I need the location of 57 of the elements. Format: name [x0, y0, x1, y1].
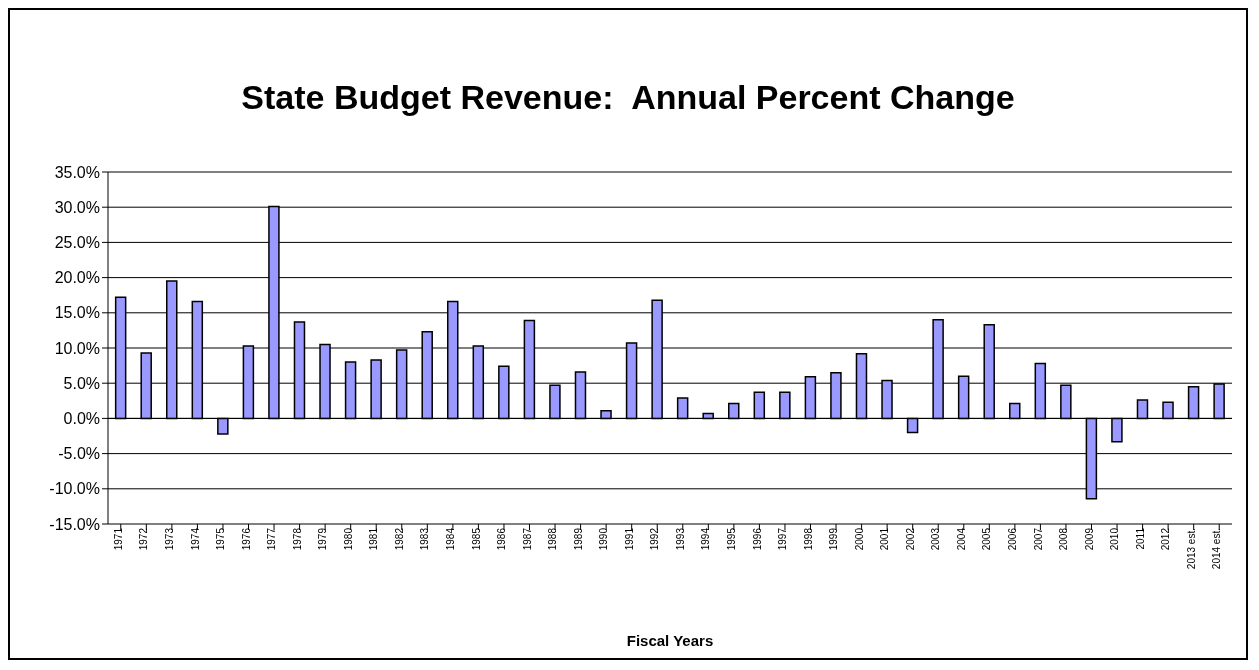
- y-tick-label: -15.0%: [49, 515, 100, 533]
- x-tick-label: 2000: [853, 527, 865, 551]
- x-tick-label: 1971: [112, 527, 124, 551]
- x-tick-label: 2001: [879, 527, 891, 551]
- x-tick-label: 2005: [981, 527, 993, 551]
- x-tick-label: 2014 est.: [1211, 528, 1223, 570]
- x-tick-label: 1991: [623, 527, 635, 551]
- y-tick-label: 0.0%: [63, 410, 100, 428]
- x-tick-label: 2009: [1083, 527, 1095, 551]
- chart-title: State Budget Revenue: Annual Percent Change: [240, 78, 1016, 117]
- x-tick-label: 1976: [240, 527, 252, 551]
- x-tick-label: 1998: [802, 527, 814, 551]
- x-tick-label: 1985: [470, 527, 482, 551]
- x-tick-label: 1997: [777, 527, 789, 551]
- y-tick-label: 5.0%: [63, 374, 100, 392]
- x-tick-label: 1978: [291, 527, 303, 551]
- y-tick-label: 30.0%: [54, 198, 100, 216]
- x-tick-label: 2006: [1006, 527, 1018, 551]
- x-tick-label: 1988: [547, 527, 559, 551]
- y-tick-label: -5.0%: [58, 445, 100, 463]
- x-tick-label: 1972: [138, 527, 150, 551]
- x-tick-label: 2011: [1134, 527, 1146, 550]
- x-tick-label: 1979: [317, 527, 329, 551]
- x-tick-label: 1984: [444, 527, 456, 551]
- x-tick-label: 2003: [930, 527, 942, 551]
- x-tick-label: 1982: [393, 527, 405, 551]
- x-tick-label: 1999: [828, 527, 840, 551]
- x-tick-label: 1995: [725, 527, 737, 551]
- x-tick-label: 1977: [266, 527, 278, 551]
- x-tick-label: 1986: [496, 527, 508, 551]
- x-tick-label: 1990: [598, 527, 610, 551]
- x-tick-label: 1992: [649, 527, 661, 551]
- x-tick-label: 1975: [215, 527, 227, 551]
- x-tick-label: 1974: [189, 527, 201, 551]
- x-tick-label: 1989: [572, 527, 584, 551]
- x-tick-label: 1993: [674, 527, 686, 551]
- y-tick-label: 25.0%: [54, 234, 100, 252]
- y-tick-label: -10.0%: [49, 480, 100, 498]
- x-tick-label: 1980: [342, 527, 354, 551]
- x-tick-label: 1973: [163, 527, 175, 551]
- x-axis-title: Fiscal Years: [625, 632, 715, 649]
- y-tick-label: 35.0%: [54, 163, 100, 181]
- y-tick-label: 10.0%: [54, 339, 100, 357]
- y-tick-label: 15.0%: [54, 304, 100, 322]
- x-tick-label: 1994: [700, 527, 712, 551]
- x-tick-label: 1987: [521, 527, 533, 551]
- x-tick-label: 2010: [1109, 527, 1121, 551]
- x-tick-label: 2012: [1160, 527, 1172, 551]
- x-tick-label: 1983: [419, 527, 431, 551]
- y-tick-label: 20.0%: [54, 269, 100, 287]
- x-tick-label: 2008: [1058, 527, 1070, 551]
- x-tick-label: 2007: [1032, 527, 1044, 551]
- x-tick-label: 2004: [955, 527, 967, 551]
- x-tick-label: 1996: [751, 527, 763, 551]
- x-tick-label: 2013 est.: [1185, 528, 1197, 570]
- x-tick-label: 1981: [368, 527, 380, 551]
- x-tick-label: 2002: [904, 527, 916, 551]
